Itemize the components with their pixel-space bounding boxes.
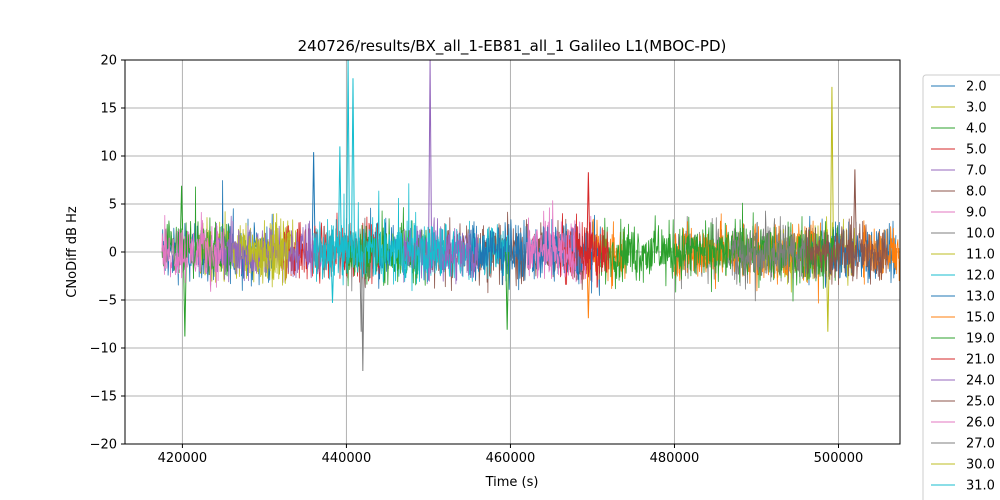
y-tick-label: 0 xyxy=(109,246,117,261)
y-tick-label: −10 xyxy=(90,342,117,357)
series-spike xyxy=(359,251,364,332)
legend-label: 2.0 xyxy=(966,80,987,95)
series-trace xyxy=(731,210,807,302)
x-tick-label: 440000 xyxy=(322,451,372,466)
legend-label: 31.0 xyxy=(966,479,995,494)
y-tick-label: 10 xyxy=(100,150,117,165)
legend-label: 30.0 xyxy=(966,458,995,473)
series-trace xyxy=(600,202,839,302)
series-spike xyxy=(182,251,187,337)
series-27-0 xyxy=(731,210,807,302)
series-trace xyxy=(313,190,446,292)
y-tick-label: −15 xyxy=(90,390,117,405)
x-tick-label: 500000 xyxy=(814,451,864,466)
series-trace xyxy=(161,211,224,292)
series-spike xyxy=(337,146,342,253)
x-tick-label: 480000 xyxy=(650,451,700,466)
series-trace xyxy=(403,217,478,285)
series-30-0 xyxy=(247,213,290,286)
y-tick-label: −5 xyxy=(98,294,117,309)
series-trace xyxy=(674,213,823,304)
y-tick-label: 15 xyxy=(100,102,117,117)
legend-label: 27.0 xyxy=(966,437,995,452)
series-spike xyxy=(586,251,591,319)
series-trace xyxy=(247,213,290,286)
series-spike xyxy=(311,152,316,253)
x-tick-label: 460000 xyxy=(486,451,536,466)
series-trace xyxy=(559,213,610,288)
legend-label: 13.0 xyxy=(966,290,995,305)
legend-label: 10.0 xyxy=(966,227,995,242)
legend-label: 7.0 xyxy=(966,164,987,179)
series-spike xyxy=(330,251,335,303)
series-26-0 xyxy=(526,200,577,283)
x-axis: 420000 440000 460000 480000 500000 xyxy=(158,444,864,466)
series-spike xyxy=(852,169,857,253)
legend-label: 21.0 xyxy=(966,353,995,368)
legend-label: 19.0 xyxy=(966,332,995,347)
y-tick-label: 20 xyxy=(100,54,117,69)
legend-label: 9.0 xyxy=(966,206,987,221)
series-spike xyxy=(505,251,510,330)
legend-label: 25.0 xyxy=(966,395,995,410)
legend-label: 8.0 xyxy=(966,185,987,200)
series-spike xyxy=(586,172,591,253)
series-trace xyxy=(805,215,889,286)
legend-label: 5.0 xyxy=(966,143,987,158)
legend-label: 24.0 xyxy=(966,374,995,389)
series-21-0 xyxy=(559,172,610,288)
y-axis-label: CNoDiff dB Hz xyxy=(65,206,80,298)
series-spike xyxy=(829,86,834,253)
legend-box xyxy=(922,74,1000,500)
y-axis: −20 −15 −10 −5 0 5 10 15 20 xyxy=(90,54,125,453)
legend-label: 11.0 xyxy=(966,248,995,263)
legend-label: 12.0 xyxy=(966,269,995,284)
legend-label: 4.0 xyxy=(966,122,987,137)
series-11-0 xyxy=(764,86,856,332)
legend-label: 26.0 xyxy=(966,416,995,431)
plot-area xyxy=(161,59,901,372)
series-spike xyxy=(350,78,355,253)
series-25-0 xyxy=(805,169,889,286)
x-tick-label: 420000 xyxy=(158,451,208,466)
chart-title: 240726/results/BX_all_1-EB81_all_1 Galil… xyxy=(298,37,727,56)
series-trace xyxy=(526,200,577,283)
legend-label: 3.0 xyxy=(966,101,987,116)
legend-label: 15.0 xyxy=(966,311,995,326)
legend: 2.0 3.0 4.0 5.0 7.0 8.0 9.0 10.0 11.0 12.0 13.0 15.… xyxy=(922,74,1000,500)
y-tick-label: 5 xyxy=(109,198,117,213)
series-24-0 xyxy=(403,217,478,285)
x-axis-label: Time (s) xyxy=(485,475,539,490)
y-tick-label: −20 xyxy=(90,438,117,453)
